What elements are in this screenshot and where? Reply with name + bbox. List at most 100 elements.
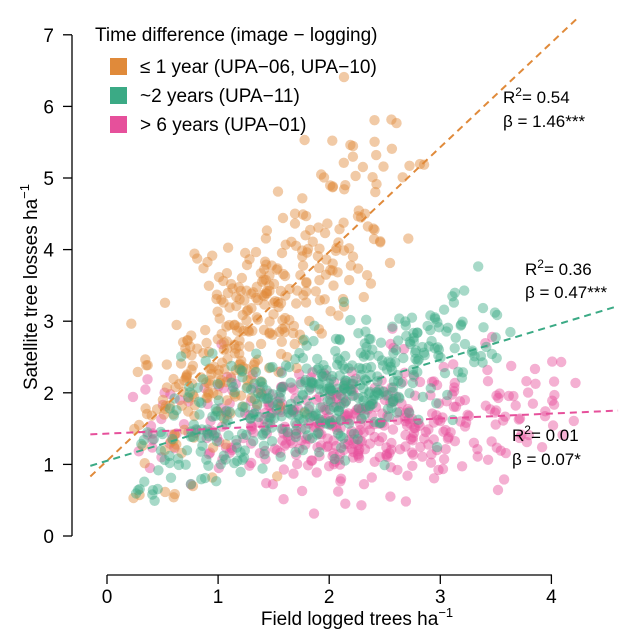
data-point (264, 400, 276, 411)
data-point (152, 483, 163, 495)
data-point (283, 407, 294, 418)
data-point (300, 439, 311, 450)
data-point (378, 386, 389, 398)
data-point (211, 293, 222, 305)
data-point (161, 359, 172, 370)
data-point (350, 409, 361, 420)
data-point (234, 359, 245, 370)
data-point (387, 386, 398, 398)
data-point (318, 371, 329, 382)
data-point (409, 422, 420, 433)
data-point (353, 452, 365, 464)
data-point (219, 364, 230, 375)
data-point (426, 449, 437, 460)
data-point (339, 398, 350, 409)
data-point (412, 366, 423, 378)
data-point (289, 338, 300, 350)
data-point (516, 429, 527, 440)
data-point (307, 236, 318, 247)
data-point (221, 321, 232, 332)
data-point (239, 408, 251, 419)
data-point (333, 486, 344, 497)
data-point (323, 412, 335, 423)
data-point (288, 384, 299, 395)
data-point (255, 391, 267, 402)
data-point (259, 449, 270, 460)
data-point (185, 478, 197, 490)
data-point (388, 347, 399, 359)
data-point (300, 423, 311, 435)
data-point (263, 392, 274, 404)
data-point (437, 463, 449, 475)
data-point (352, 263, 364, 274)
data-point (213, 271, 225, 283)
data-point (147, 434, 158, 446)
data-point (347, 360, 358, 371)
data-point (297, 209, 309, 220)
data-point (382, 403, 394, 415)
legend-label: > 6 years (UPA−01) (140, 115, 307, 136)
data-point (290, 354, 301, 365)
data-point (193, 396, 205, 407)
data-point (253, 387, 264, 399)
data-point (272, 396, 283, 407)
data-point (406, 413, 418, 424)
data-point (414, 376, 426, 388)
data-point (297, 389, 308, 400)
data-point (387, 396, 398, 407)
data-point (248, 427, 259, 438)
data-point (489, 407, 501, 418)
data-point (425, 310, 436, 321)
data-point (182, 369, 193, 380)
data-point (187, 480, 199, 492)
data-point (247, 382, 259, 394)
data-point (529, 363, 541, 375)
data-point (313, 427, 324, 438)
data-point (478, 322, 489, 333)
data-point (370, 401, 382, 413)
data-point (276, 367, 288, 379)
data-point (369, 456, 380, 467)
data-point (298, 415, 309, 426)
data-point (449, 287, 461, 298)
data-point (297, 444, 309, 456)
data-point (276, 336, 287, 347)
data-point (425, 457, 437, 468)
data-point (168, 373, 179, 385)
data-point (277, 315, 288, 326)
data-point (227, 385, 238, 396)
data-point (353, 205, 364, 216)
data-point (146, 410, 157, 421)
data-point (330, 345, 341, 357)
data-point (318, 360, 329, 371)
data-point (261, 393, 272, 404)
data-point (247, 369, 258, 380)
data-point (233, 341, 245, 352)
data-point (178, 386, 189, 398)
data-point (169, 429, 180, 440)
data-point (340, 395, 352, 407)
data-point (381, 449, 392, 460)
data-point (278, 268, 289, 280)
data-point (304, 401, 315, 412)
data-point (324, 416, 335, 427)
data-point (245, 373, 257, 384)
data-point (159, 454, 170, 466)
data-point (386, 402, 397, 414)
data-point (282, 404, 293, 415)
data-point (279, 327, 290, 338)
y-tick-label: 7 (43, 26, 54, 47)
data-point (316, 368, 327, 380)
data-point (362, 404, 373, 415)
data-point (319, 227, 331, 239)
data-point (340, 350, 351, 362)
data-point (239, 445, 250, 456)
data-point (164, 450, 175, 462)
data-point (383, 356, 394, 367)
data-point (408, 332, 419, 343)
y-tick-label: 3 (43, 312, 54, 333)
data-point (316, 328, 327, 339)
data-point (327, 135, 338, 146)
beta-annotation: β = 0.47*** (525, 283, 607, 302)
data-point (296, 424, 307, 435)
